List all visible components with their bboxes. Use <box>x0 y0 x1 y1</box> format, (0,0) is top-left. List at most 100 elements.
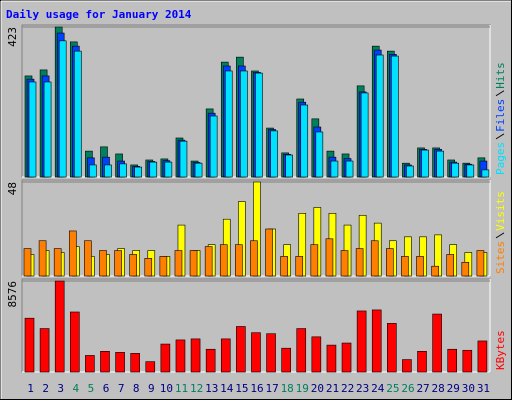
bar <box>447 348 458 373</box>
legend-entry: Sites <box>494 241 507 274</box>
bar <box>84 240 92 277</box>
bar <box>164 161 173 178</box>
bar <box>235 244 243 277</box>
bar <box>240 70 248 178</box>
bar <box>54 280 65 373</box>
legend-entry: KBytes <box>494 330 507 370</box>
bar <box>145 361 156 373</box>
bar <box>179 140 188 178</box>
bar <box>250 240 258 277</box>
bar <box>159 256 168 277</box>
y-tick-label: 48 <box>6 182 19 195</box>
bar <box>266 333 276 373</box>
bar <box>371 309 382 373</box>
legend-separator <box>495 90 505 97</box>
bar <box>356 310 367 373</box>
x-tick-label: 7 <box>118 382 125 395</box>
bar <box>326 344 337 373</box>
chart-title: Daily usage for January 2014 <box>6 8 192 21</box>
bar <box>194 162 203 178</box>
x-tick-label: 1 <box>27 382 34 395</box>
bar <box>43 81 52 178</box>
bar <box>236 326 246 373</box>
x-tick-label: 30 <box>462 382 475 395</box>
x-tick-label: 2 <box>42 382 49 395</box>
bar <box>402 359 412 373</box>
x-tick-label: 14 <box>220 382 234 395</box>
bar <box>39 328 50 373</box>
bar <box>190 338 201 373</box>
x-tick-label: 27 <box>416 382 429 395</box>
bar <box>174 250 183 277</box>
x-tick-label: 24 <box>371 382 385 395</box>
legend-entry: Visits <box>494 191 507 231</box>
bar <box>189 250 198 277</box>
bar <box>476 250 485 277</box>
bar <box>300 104 309 178</box>
x-tick-label: 23 <box>356 382 369 395</box>
bar <box>270 130 278 178</box>
bar <box>387 323 397 373</box>
bar <box>130 353 140 373</box>
bar <box>119 163 127 178</box>
x-tick-label: 29 <box>447 382 460 395</box>
bar <box>115 352 125 373</box>
x-tick-label: 6 <box>103 382 110 395</box>
legend-entry: Files <box>494 99 507 132</box>
bar <box>209 115 218 178</box>
x-tick-label: 15 <box>235 382 248 395</box>
bar <box>417 351 427 373</box>
x-tick-label: 31 <box>477 382 490 395</box>
bar <box>160 343 171 373</box>
bar <box>204 246 213 277</box>
bar <box>114 250 122 277</box>
bar <box>416 256 424 277</box>
bar <box>99 250 107 277</box>
x-tick-label: 22 <box>341 382 354 395</box>
bar <box>28 81 37 178</box>
bar <box>220 338 231 373</box>
bar <box>446 254 455 277</box>
legend-entry: Hits <box>494 62 507 89</box>
bar <box>73 50 82 178</box>
bar <box>345 160 354 178</box>
bar <box>296 328 307 373</box>
bar <box>340 250 349 277</box>
bar <box>68 230 77 277</box>
bar <box>391 55 399 178</box>
bar <box>285 154 293 178</box>
bar <box>280 256 288 277</box>
x-tick-label: 8 <box>133 382 140 395</box>
bar <box>144 258 153 277</box>
bar <box>325 238 334 277</box>
x-tick-label: 18 <box>281 382 294 395</box>
bar <box>462 349 473 373</box>
bar <box>295 256 304 277</box>
bar <box>375 54 384 178</box>
bar <box>281 347 291 373</box>
bar <box>466 164 475 178</box>
bar <box>255 72 263 178</box>
bar <box>315 131 324 178</box>
x-tick-label: 12 <box>190 382 203 395</box>
bar <box>89 164 97 178</box>
bar <box>134 166 142 178</box>
x-tick-label: 5 <box>88 382 95 395</box>
bar <box>386 248 394 277</box>
bar <box>341 342 352 373</box>
bar <box>360 92 369 178</box>
bar <box>205 348 216 373</box>
bar <box>451 162 460 178</box>
bar <box>85 355 95 373</box>
bar <box>431 265 439 277</box>
x-tick-label: 9 <box>148 382 155 395</box>
bar <box>477 340 488 373</box>
bar <box>330 160 339 178</box>
y-tick-label: 423 <box>6 27 19 47</box>
bar <box>219 244 228 277</box>
bar <box>432 313 442 373</box>
bar <box>355 248 364 277</box>
legend-separator <box>495 232 505 239</box>
legend-entry: Pages <box>494 142 507 175</box>
x-tick-label: 3 <box>57 382 64 395</box>
